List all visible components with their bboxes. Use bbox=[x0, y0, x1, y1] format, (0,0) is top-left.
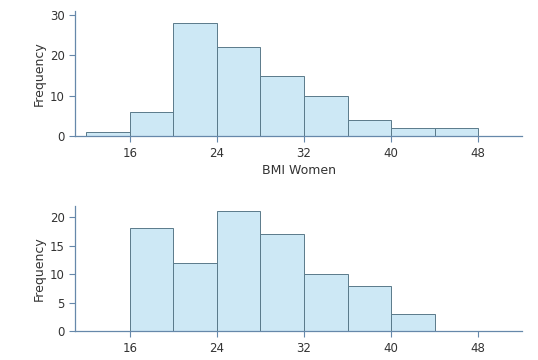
Bar bbox=[391, 129, 435, 136]
Y-axis label: Frequency: Frequency bbox=[33, 236, 46, 301]
Bar bbox=[391, 314, 435, 331]
Bar bbox=[304, 274, 348, 331]
Bar bbox=[173, 23, 217, 136]
Bar bbox=[130, 112, 173, 136]
Bar bbox=[260, 234, 304, 331]
Bar bbox=[348, 285, 391, 331]
Bar bbox=[130, 228, 173, 331]
Y-axis label: Frequency: Frequency bbox=[33, 41, 46, 106]
Bar bbox=[217, 211, 260, 331]
Bar bbox=[260, 76, 304, 136]
Bar bbox=[348, 120, 391, 136]
Bar bbox=[173, 263, 217, 331]
Bar bbox=[86, 132, 130, 136]
X-axis label: BMI Men: BMI Men bbox=[272, 359, 325, 360]
Bar bbox=[435, 129, 478, 136]
Bar bbox=[304, 96, 348, 136]
X-axis label: BMI Women: BMI Women bbox=[261, 164, 336, 177]
Bar bbox=[217, 47, 260, 136]
